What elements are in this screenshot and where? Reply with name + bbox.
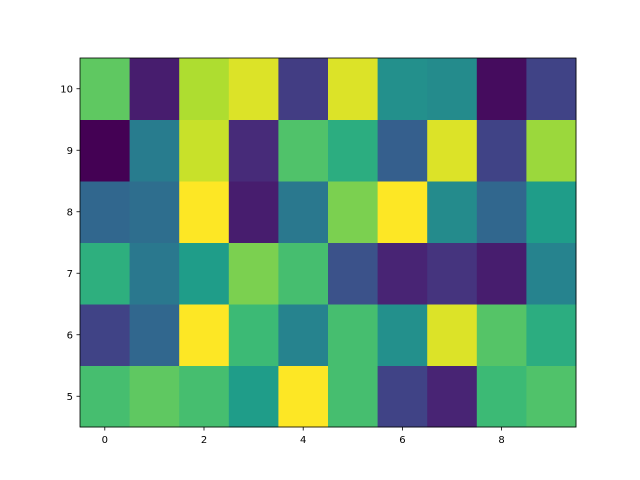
heatmap-cell [80,365,131,428]
heatmap-cell [427,119,478,182]
heatmap-cell [129,242,180,305]
x-tick-label: 6 [399,435,405,446]
heatmap-cell [427,242,478,305]
heatmap-cell [278,119,329,182]
heatmap-cell [179,242,230,305]
heatmap-cell [179,365,230,428]
x-tick-label: 8 [498,435,504,446]
heatmap-cell [278,242,329,305]
y-tick-label: 8 [67,207,73,218]
heatmap-cell [476,242,527,305]
heatmap-cell [377,242,428,305]
heatmap-cell [526,119,577,182]
heatmap-cell [328,119,379,182]
heatmap-cell [228,58,279,120]
heatmap-cell [228,365,279,428]
heatmap-cell [377,304,428,366]
heatmap-cell [377,365,428,428]
heatmap-cell [278,181,329,243]
heatmap-cell [526,365,577,428]
heatmap-cell [476,365,527,428]
heatmap-cell [476,119,527,182]
heatmap-cell [179,304,230,366]
heatmap-cell [328,58,379,120]
heatmap-cell [328,304,379,366]
heatmap-cell [129,365,180,428]
y-tick-label: 7 [67,269,73,280]
heatmap-cell [278,304,329,366]
heatmap-cell [427,304,478,366]
heatmap-cell [328,181,379,243]
heatmap-cell [80,242,131,305]
heatmap-cell [228,304,279,366]
heatmap-cell [228,181,279,243]
heatmap-cell [427,58,478,120]
heatmap-cell [129,304,180,366]
heatmap-cell [228,242,279,305]
heatmap-cell [328,365,379,428]
y-tick-label: 9 [67,146,73,157]
heatmap-cell [228,119,279,182]
heatmap-cell [427,365,478,428]
heatmap-cell [377,119,428,182]
y-tick-label: 10 [60,84,73,95]
heatmap-cell [526,242,577,305]
heatmap-cell [129,58,180,120]
heatmap-cell [377,181,428,243]
heatmap-cell [80,304,131,366]
heatmap-cell [80,119,131,182]
x-tick-label: 2 [201,435,207,446]
heatmap-cell [476,304,527,366]
y-tick-label: 6 [67,330,73,341]
heatmap-cell [80,58,131,120]
heatmap-cell [526,304,577,366]
heatmap-cell [179,181,230,243]
x-tick-label: 0 [102,435,108,446]
heatmap-cell [278,365,329,428]
heatmap-cell [328,242,379,305]
heatmap-cell [129,181,180,243]
heatmap-cell [526,181,577,243]
axes-frame [79,57,577,428]
heatmap-cell [427,181,478,243]
heatmap-cell [476,181,527,243]
y-tick-label: 5 [67,392,73,403]
heatmap-cell [476,58,527,120]
heatmap-cell [80,181,131,243]
heatmap-cell [129,119,180,182]
heatmap-cell [179,58,230,120]
heatmap-cell [526,58,577,120]
x-tick-label: 4 [300,435,306,446]
heatmap-cell [278,58,329,120]
heatmap-cell [377,58,428,120]
heatmap-cell [179,119,230,182]
